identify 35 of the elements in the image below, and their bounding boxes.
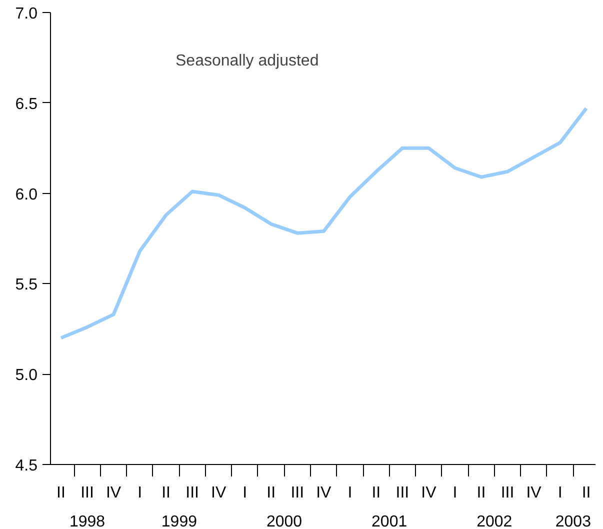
- x-tick-label: III: [186, 484, 200, 502]
- x-tick-label: II: [582, 484, 591, 502]
- x-tick-label: III: [80, 484, 94, 502]
- x-tick-label: I: [242, 484, 248, 502]
- y-tick-label: 6.5: [15, 96, 38, 113]
- x-tick-label: IV: [211, 484, 226, 502]
- x-tick-label: II: [372, 484, 381, 502]
- x-tick-label: III: [500, 484, 514, 502]
- y-tick-label: 4.5: [15, 458, 38, 474]
- x-tick-label: I: [558, 484, 562, 502]
- text: 1998: [69, 514, 106, 529]
- annotation: Seasonally adjusted: [176, 52, 319, 70]
- x-tick-label: I: [138, 484, 142, 502]
- y-tick-label: 5.0: [15, 367, 38, 384]
- y-tick-label: 6.0: [15, 186, 38, 204]
- x-tick-label: III: [396, 484, 410, 502]
- x-tick-label: II: [266, 484, 276, 502]
- x-tick-label: IV: [421, 484, 437, 502]
- x-tick-label: I: [348, 484, 352, 502]
- x-tick-label: II: [162, 484, 171, 502]
- line-series: [59, 106, 588, 340]
- x-tick-label: IV: [526, 484, 542, 502]
- x-tick-label: IV: [316, 484, 332, 502]
- x-tick-label: III: [290, 484, 304, 502]
- text: 1999: [161, 514, 198, 529]
- x-tick-label: I: [452, 484, 458, 502]
- x-tick-label: IV: [106, 484, 122, 502]
- x-tick-label: II: [56, 484, 66, 502]
- text: 2000: [266, 514, 302, 529]
- text: 2001: [372, 514, 408, 529]
- y-tick-label: 7.0: [15, 6, 38, 22]
- text: 2002: [476, 514, 512, 529]
- y-tick-label: 5.5: [15, 276, 38, 294]
- text: 2003: [555, 514, 592, 529]
- x-tick-label: II: [476, 484, 486, 502]
